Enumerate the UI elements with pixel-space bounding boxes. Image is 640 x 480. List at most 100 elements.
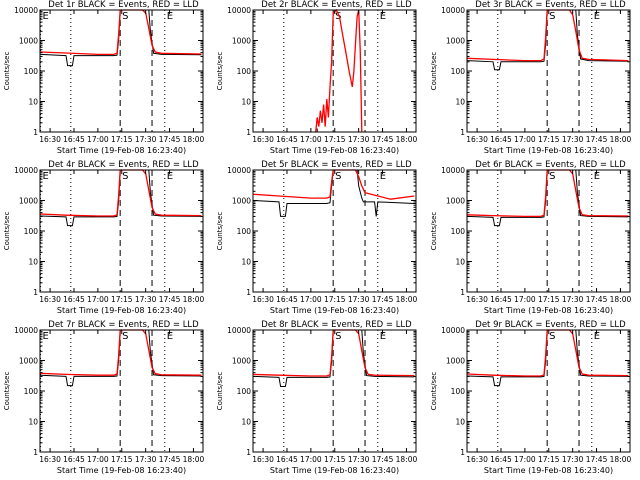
series-line-lld — [467, 329, 629, 377]
y-axis-label: Counts/sec — [3, 212, 11, 251]
x-tick-label: 17:15 — [111, 295, 133, 304]
marker-label: E — [43, 331, 49, 342]
marker-label: E — [167, 11, 173, 22]
y-tick-label: 1000 — [446, 357, 465, 366]
y-tick-label: 10000 — [14, 6, 38, 15]
x-tick-label: 17:30 — [348, 455, 370, 464]
series-line-events — [40, 9, 202, 67]
panel-4: Det 4r BLACK = Events, RED = LLD Counts/s… — [3, 160, 204, 315]
plot-frame — [252, 329, 417, 453]
y-tick-label: 10000 — [441, 6, 465, 15]
y-tick-label: 1 — [33, 128, 38, 137]
panel-8: Det 8r BLACK = Events, RED = LLD Counts/s… — [216, 320, 417, 475]
x-tick-label: 17:45 — [586, 135, 608, 144]
x-axis-label: Start Time (19-Feb-08 16:23:40) — [57, 146, 186, 155]
panel-title: Det 9r BLACK = Events, RED = LLD — [475, 320, 626, 330]
y-axis-label: Counts/sec — [430, 212, 438, 251]
y-axis-label: Counts/sec — [430, 52, 438, 91]
series-line-lld — [315, 8, 363, 133]
series-line-events — [40, 329, 202, 387]
x-tick-label: 17:45 — [159, 455, 181, 464]
x-tick-label: 16:30 — [39, 455, 61, 464]
marker-label: S — [335, 11, 341, 22]
panel-3: Det 3r BLACK = Events, RED = LLD Counts/s… — [430, 0, 631, 155]
y-axis-label: Counts/sec — [3, 372, 11, 411]
y-tick-label: 100 — [451, 67, 466, 76]
x-axis-label: Start Time (19-Feb-08 16:23:40) — [484, 146, 613, 155]
x-tick-label: 17:45 — [159, 295, 181, 304]
y-tick-label: 1 — [460, 288, 465, 297]
x-tick-label: 16:30 — [39, 135, 61, 144]
y-tick-label: 1000 — [19, 357, 38, 366]
x-tick-label: 16:45 — [490, 135, 512, 144]
y-tick-label: 10 — [241, 98, 251, 107]
panel-7: Det 7r BLACK = Events, RED = LLD Counts/s… — [3, 320, 204, 475]
x-tick-label: 17:30 — [135, 135, 157, 144]
marker-label: E — [380, 331, 386, 342]
x-tick-label: 18:00 — [183, 135, 205, 144]
marker-label: E — [43, 11, 49, 22]
x-tick-label: 18:00 — [610, 295, 632, 304]
marker-label: S — [335, 331, 341, 342]
y-tick-label: 100 — [24, 227, 39, 236]
y-tick-label: 1000 — [19, 197, 38, 206]
y-tick-label: 1000 — [19, 37, 38, 46]
marker-label: E — [380, 171, 386, 182]
y-tick-label: 10 — [455, 258, 465, 267]
marker-label: E — [594, 11, 600, 22]
y-tick-label: 10 — [28, 418, 38, 427]
marker-label: S — [122, 11, 128, 22]
x-tick-label: 17:30 — [135, 295, 157, 304]
y-tick-label: 1 — [246, 128, 251, 137]
series-line-lld — [40, 329, 202, 376]
panel-title: Det 1r BLACK = Events, RED = LLD — [48, 0, 199, 10]
x-tick-label: 17:45 — [372, 455, 394, 464]
y-tick-label: 10 — [455, 418, 465, 427]
x-tick-label: 17:15 — [111, 455, 133, 464]
series-line-lld — [40, 9, 202, 56]
y-axis-label: Counts/sec — [216, 212, 224, 251]
x-tick-label: 18:00 — [396, 295, 418, 304]
x-tick-label: 16:45 — [490, 295, 512, 304]
y-tick-label: 100 — [24, 387, 39, 396]
y-tick-label: 1000 — [232, 357, 251, 366]
x-tick-label: 17:30 — [135, 455, 157, 464]
panel-title: Det 2r BLACK = Events, RED = LLD — [261, 0, 412, 10]
series-line-lld — [467, 9, 629, 62]
y-axis-label: Counts/sec — [216, 372, 224, 411]
x-tick-label: 16:30 — [252, 455, 274, 464]
x-tick-label: 17:15 — [324, 135, 346, 144]
marker-label: S — [335, 171, 341, 182]
x-tick-label: 17:00 — [300, 135, 322, 144]
marker-label: E — [43, 171, 49, 182]
series-line-events — [467, 329, 629, 387]
x-tick-label: 17:00 — [300, 295, 322, 304]
x-axis-label: Start Time (19-Feb-08 16:23:40) — [484, 306, 613, 315]
x-tick-label: 17:30 — [562, 295, 584, 304]
marker-label: S — [122, 171, 128, 182]
x-tick-label: 17:15 — [538, 455, 560, 464]
x-tick-label: 17:30 — [562, 135, 584, 144]
x-tick-label: 16:30 — [466, 135, 488, 144]
x-tick-label: 17:45 — [159, 135, 181, 144]
y-tick-label: 1000 — [446, 37, 465, 46]
panel-title: Det 6r BLACK = Events, RED = LLD — [475, 160, 626, 170]
y-tick-label: 100 — [24, 67, 39, 76]
x-tick-label: 17:00 — [87, 295, 109, 304]
plot-frame — [39, 329, 204, 453]
marker-label: E — [167, 171, 173, 182]
marker-label: E — [594, 331, 600, 342]
x-axis-label: Start Time (19-Feb-08 16:23:40) — [270, 306, 399, 315]
y-tick-label: 1 — [33, 288, 38, 297]
x-axis-label: Start Time (19-Feb-08 16:23:40) — [484, 466, 613, 475]
y-tick-label: 100 — [237, 67, 252, 76]
y-tick-label: 10000 — [441, 326, 465, 335]
x-tick-label: 17:15 — [324, 295, 346, 304]
x-tick-label: 16:45 — [63, 295, 85, 304]
series-line-events — [467, 9, 629, 71]
panel-5: Det 5r BLACK = Events, RED = LLD Counts/s… — [216, 160, 417, 315]
panel-6: Det 6r BLACK = Events, RED = LLD Counts/s… — [430, 160, 631, 315]
x-tick-label: 16:45 — [63, 455, 85, 464]
plot-frame — [252, 169, 417, 293]
y-tick-label: 1000 — [232, 37, 251, 46]
